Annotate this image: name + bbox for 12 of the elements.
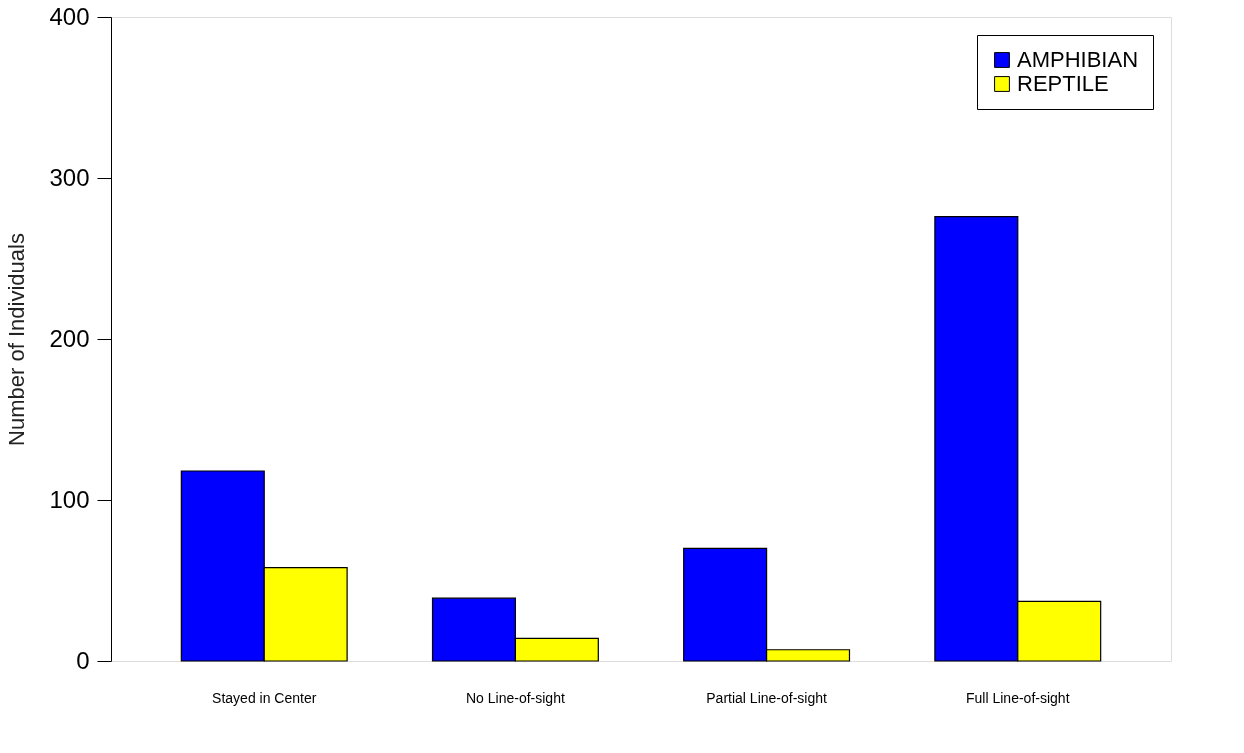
y-axis-title: Number of Individuals: [4, 233, 30, 446]
x-tick-label: Full Line-of-sight: [966, 689, 1070, 706]
y-tick-label: 0: [76, 646, 90, 674]
y-tick-label: 400: [49, 2, 90, 30]
x-tick-label: No Line-of-sight: [465, 689, 565, 706]
legend-label: REPTILE: [1017, 71, 1109, 96]
y-tick-label: 200: [49, 324, 90, 352]
legend-label: AMPHIBIAN: [1017, 47, 1139, 72]
y-tick-label: 300: [49, 163, 90, 191]
x-tick-label: Partial Line-of-sight: [706, 689, 827, 706]
x-tick-label: Stayed in Center: [212, 689, 317, 706]
y-tick-label: 100: [49, 485, 90, 513]
